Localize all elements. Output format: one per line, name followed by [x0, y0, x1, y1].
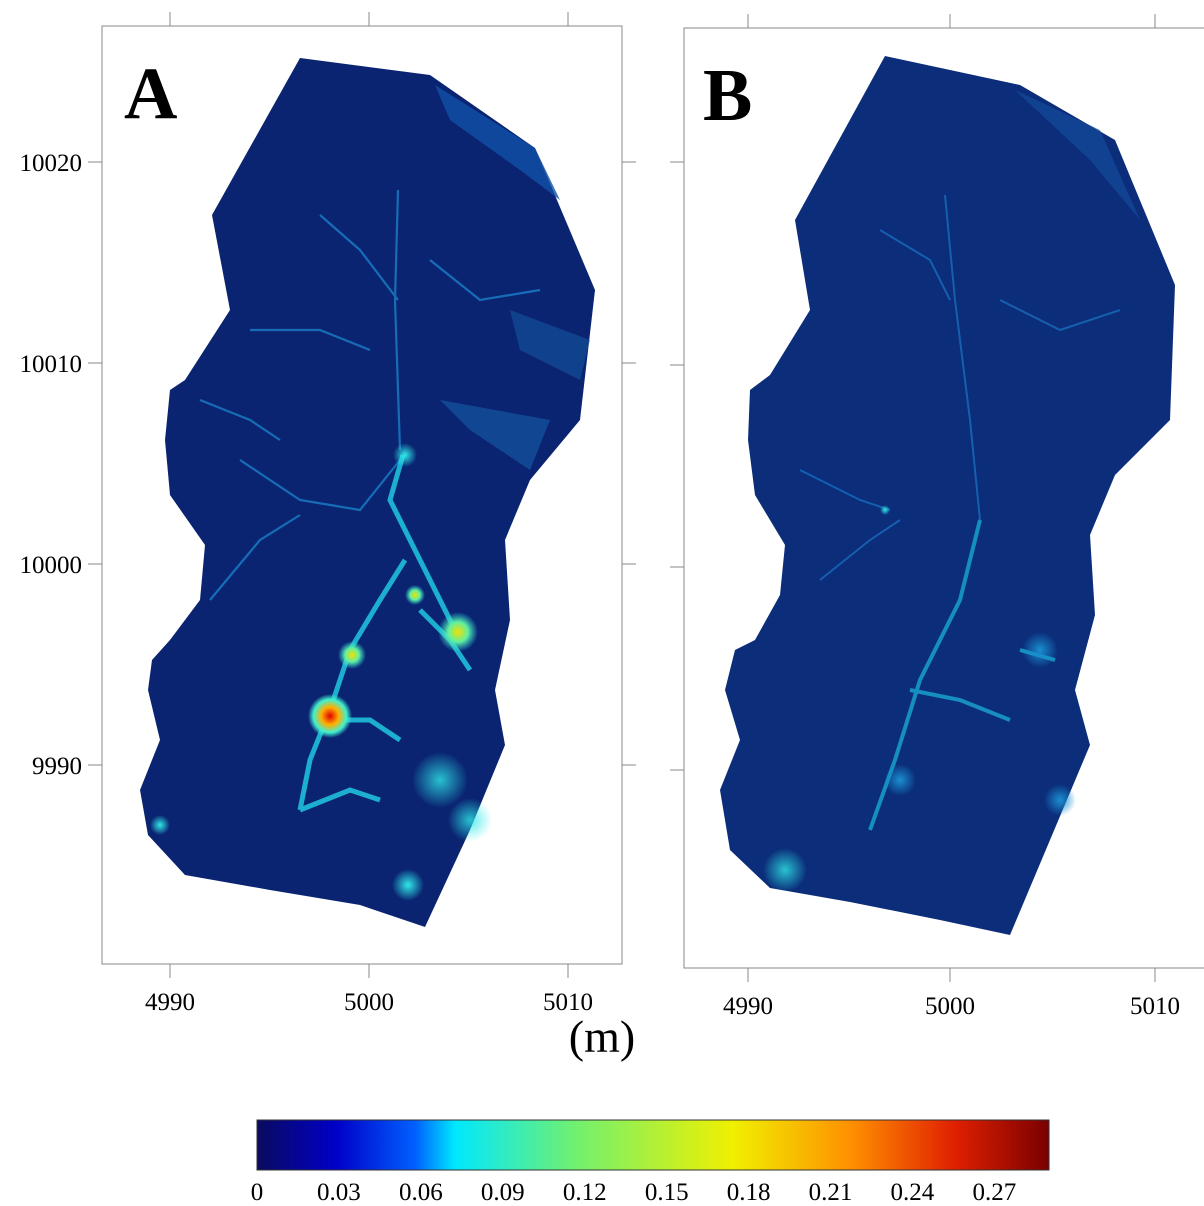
colorbar-tick-label: 0.12 — [563, 1179, 607, 1206]
panel-a-letter: A — [124, 53, 177, 135]
y-tick-label: 10010 — [20, 351, 83, 378]
panel-a-raster — [140, 58, 595, 927]
x-tick-label: 5000 — [925, 993, 975, 1020]
panel-b-raster — [720, 56, 1175, 935]
x-tick-label: 5000 — [344, 989, 394, 1016]
y-tick-label: 10000 — [20, 552, 83, 579]
panel-b-letter: B — [703, 55, 752, 137]
y-tick-label: 10020 — [20, 150, 83, 177]
colorbar-tick-label: 0 — [251, 1179, 264, 1206]
unit-label: (m) — [568, 1011, 636, 1062]
colorbar-tick-label: 0.09 — [481, 1179, 525, 1206]
x-tick-label: 4990 — [723, 993, 773, 1020]
y-tick-label: 9990 — [32, 753, 82, 780]
colorbar-tick-label: 0.27 — [973, 1179, 1017, 1206]
x-tick-label: 4990 — [145, 989, 195, 1016]
colorbar-tick-label: 0.15 — [645, 1179, 689, 1206]
colorbar-ramp — [256, 1119, 1050, 1171]
colorbar-tick-label: 0.06 — [399, 1179, 443, 1206]
colorbar-tick-label: 0.18 — [727, 1179, 771, 1206]
panel-b: B 4990 5000 5010 — [670, 14, 1204, 1020]
x-tick-label: 5010 — [1130, 993, 1180, 1020]
colorbar-tick-label: 0.24 — [891, 1179, 935, 1206]
colorbar-tick-label: 0.03 — [317, 1179, 361, 1206]
panel-a: A 10020 10010 10000 9990 4990 5000 5010 — [20, 12, 636, 1016]
colorbar: 0 0.03 0.06 0.09 0.12 0.15 0.18 0.21 0.24 0.27 — [251, 1119, 1050, 1206]
colorbar-tick-label: 0.21 — [809, 1179, 853, 1206]
x-tick-label: 5010 — [543, 989, 593, 1016]
